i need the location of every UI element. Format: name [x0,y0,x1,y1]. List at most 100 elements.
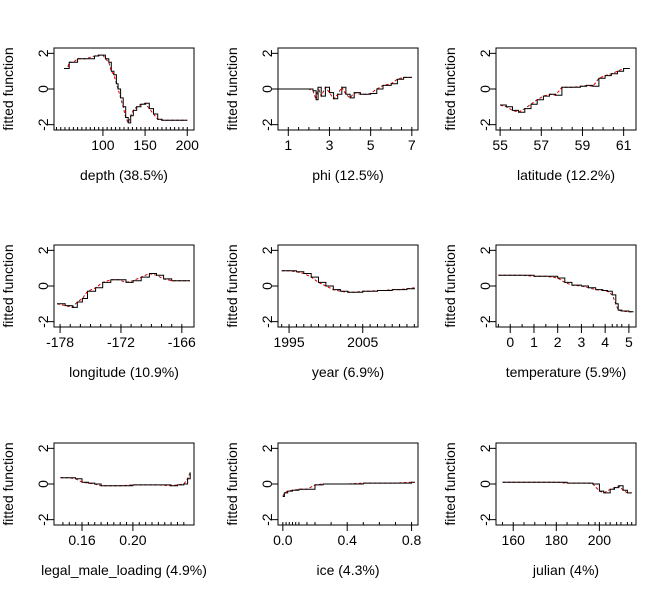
y-axis-label: fitted function [224,47,240,130]
smoothed-curve [498,274,634,313]
y-tick-label: 2 [477,246,493,254]
x-tick-label: 1995 [273,334,304,350]
x-tick-label: 4 [601,334,609,350]
fitted-function-line [281,270,415,293]
x-tick-label: 5 [625,334,633,350]
panel-7: -2 0 2 0.16 0.20 fitted function legal_male_lo… [0,442,207,578]
x-tick-label: 0.16 [68,532,95,548]
plot-frame [277,244,419,328]
panel-4: -2 0 2 -178 -172 -166 fitted function longitude… [0,244,196,380]
panel-1: -2 0 2 100 150 200 fitted function depth (38.5%… [0,47,199,183]
fitted-function-line [278,76,412,101]
x-axis-label: temperature (5.9%) [506,364,627,380]
y-tick-label: 0 [477,480,493,488]
x-tick-label: 55 [492,137,508,153]
fitted-function-line [502,481,632,494]
x-axis-label: ice (4.3%) [316,562,379,578]
x-tick-label: 3 [578,334,586,350]
plot-frame [53,442,195,526]
y-axis-label: fitted function [442,47,458,130]
x-axis-label: julian (4%) [532,562,599,578]
plot-frame [495,244,637,328]
x-tick-label: -178 [46,334,74,350]
x-tick-label: 160 [502,532,526,548]
smoothed-curve [499,68,630,113]
y-tick-label: 2 [35,444,51,452]
y-tick-label: 2 [259,444,275,452]
panel-2: -2 0 2 1 3 5 7 fitted function phi (12.5%) [224,47,419,183]
y-tick-label: -2 [477,315,493,328]
y-tick-label: 2 [35,246,51,254]
x-axis-label: year (6.9%) [312,364,384,380]
x-tick-label: 0 [506,334,514,350]
x-axis-label: legal_male_loading (4.9%) [41,562,207,578]
x-tick-label: 1 [530,334,538,350]
x-tick-label: 0.0 [273,532,293,548]
x-tick-label: 0.8 [402,532,422,548]
y-tick-label: 0 [259,480,275,488]
fitted-function-line [60,472,191,487]
y-tick-label: 0 [35,85,51,93]
y-axis-label: fitted function [0,442,16,525]
y-tick-label: 0 [35,282,51,290]
y-axis-label: fitted function [442,442,458,525]
x-tick-label: 1 [284,137,292,153]
panel-8: -2 0 2 0.0 0.4 0.8 fitted function ice (4.3%) [224,442,422,578]
x-tick-label: 59 [575,137,591,153]
x-axis-label: latitude (12.2%) [517,167,615,183]
panel-5: -2 0 2 1995 2005 fitted function year (6.9%) [224,244,419,380]
y-tick-label: 0 [259,85,275,93]
plot-frame [495,47,637,131]
y-tick-label: 0 [477,282,493,290]
y-tick-label: -2 [259,513,275,526]
y-tick-label: 2 [259,49,275,57]
x-tick-label: 200 [176,137,200,153]
fitted-function-line [282,481,415,497]
x-tick-label: 2 [554,334,562,350]
smoothed-curve [281,270,415,293]
x-tick-label: 0.20 [119,532,146,548]
y-tick-label: 2 [477,444,493,452]
x-tick-label: 5 [367,137,375,153]
y-axis-label: fitted function [224,442,240,525]
smoothed-curve [502,481,632,494]
y-tick-label: -2 [35,513,51,526]
y-axis-label: fitted function [224,244,240,327]
y-axis-label: fitted function [0,47,16,130]
x-axis-label: depth (38.5%) [80,167,168,183]
x-tick-label: -166 [168,334,196,350]
y-tick-label: 2 [35,49,51,57]
y-tick-label: -2 [259,315,275,328]
x-tick-label: 200 [588,532,612,548]
y-axis-label: fitted function [442,244,458,327]
x-tick-label: 2005 [347,334,378,350]
y-tick-label: -2 [35,315,51,328]
x-tick-label: 150 [133,137,157,153]
y-tick-label: 0 [259,282,275,290]
x-tick-label: 0.4 [337,532,357,548]
y-tick-label: 0 [477,85,493,93]
y-tick-label: -2 [477,118,493,131]
x-tick-label: -172 [107,334,135,350]
y-axis-label: fitted function [0,244,16,327]
x-tick-label: 100 [91,137,115,153]
fitted-function-line [498,274,634,313]
plot-frame [53,244,195,328]
x-tick-label: 3 [326,137,334,153]
fitted-function-line [500,68,630,113]
x-tick-label: 57 [534,137,550,153]
panel-3: -2 0 2 55 57 59 61 fitted function latitude (12.… [442,47,637,183]
y-tick-label: 2 [259,246,275,254]
x-axis-label: phi (12.5%) [312,167,384,183]
fitted-function-line [57,273,190,308]
y-tick-label: 0 [35,480,51,488]
x-axis-label: longitude (10.9%) [69,364,179,380]
x-tick-label: 7 [408,137,416,153]
x-tick-label: 61 [616,137,632,153]
y-tick-label: 2 [477,49,493,57]
x-tick-label: 180 [545,532,569,548]
y-tick-label: -2 [477,513,493,526]
plot-frame [495,442,637,526]
